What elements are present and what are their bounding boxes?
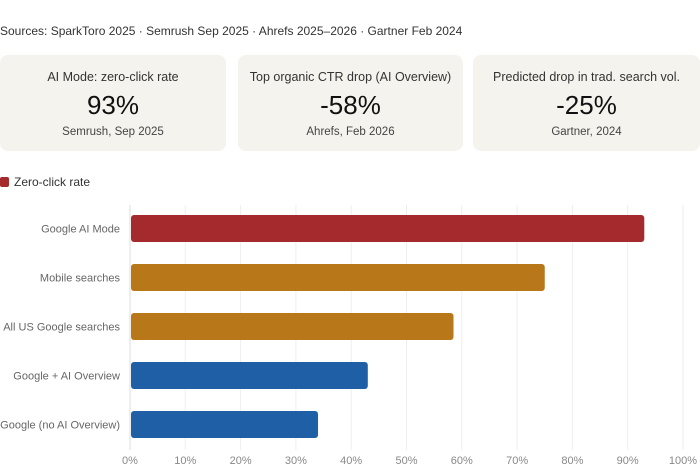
stat-source: Semrush, Sep 2025 [62,126,164,138]
bar [131,264,545,291]
x-tick-label: 40% [340,455,362,467]
legend-swatch [0,177,9,187]
bar-chart: 0% 10% 20% 30% 40% 50% 60% 70% 80% 90% 100% Google … [0,205,697,467]
x-tick-label: 30% [285,455,307,467]
x-tick-label: 60% [451,455,473,467]
x-tick-label: 10% [174,455,196,467]
stat-label: AI Mode: zero-click rate [47,70,179,84]
x-tick-label: 20% [230,455,252,467]
x-tick-label: 0% [122,455,138,467]
stat-card-ai-mode: AI Mode: zero-click rate 93% Semrush, Se… [0,55,226,151]
category-label: All US Google searches [3,322,120,334]
stat-value: 93% [86,90,140,120]
stat-label: Top organic CTR drop (AI Overview) [249,70,452,84]
stat-source: Gartner, 2024 [551,126,622,138]
sources-note: Sources: SparkToro 2025 · Semrush Sep 20… [0,24,463,38]
x-tick-label: 90% [617,455,639,467]
x-tick-label: 50% [395,455,417,467]
x-tick-label: 100% [669,455,697,467]
category-label: Google + AI Overview [13,371,120,383]
stat-card-search-vol: Predicted drop in trad. search vol. -25%… [473,55,700,151]
stat-value: -58% [320,90,381,120]
stat-label: Predicted drop in trad. search vol. [493,70,680,84]
chart-legend[interactable]: Zero-click rate [0,175,90,189]
bar [131,313,454,340]
category-label: Google (no AI Overview) [0,420,120,432]
bar [131,215,645,242]
x-tick-label: 70% [506,455,528,467]
x-tick-label: 80% [561,455,583,467]
stat-source: Ahrefs, Feb 2026 [306,126,395,138]
stat-card-ctr-drop: Top organic CTR drop (AI Overview) -58% … [238,55,463,151]
bar [131,362,368,389]
category-label: Mobile searches [40,273,121,285]
category-label: Google AI Mode [41,224,120,236]
stat-value: -25% [556,90,617,120]
bar [131,411,319,438]
legend-label: Zero-click rate [14,175,91,189]
